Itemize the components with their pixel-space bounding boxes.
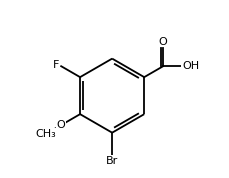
- Text: OH: OH: [181, 61, 198, 71]
- Text: O: O: [158, 37, 167, 47]
- Text: F: F: [53, 60, 59, 70]
- Text: O: O: [57, 120, 65, 130]
- Text: Br: Br: [106, 156, 118, 166]
- Text: CH₃: CH₃: [35, 129, 56, 139]
